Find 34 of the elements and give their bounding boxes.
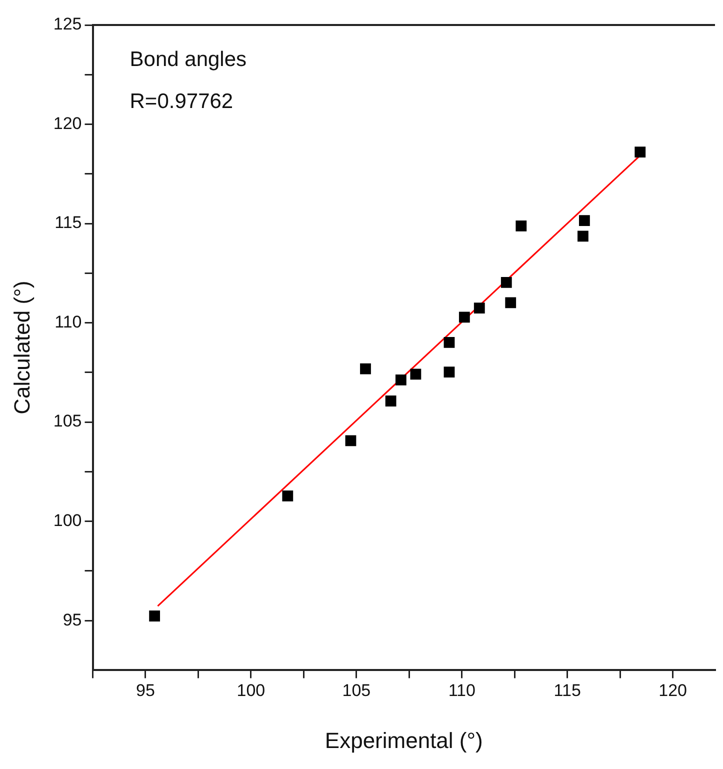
point [385,396,396,406]
y-tick-label: 100 [53,510,82,530]
point [634,146,646,158]
point [500,277,512,288]
y-tick-label: 110 [54,312,82,332]
x-tick-label: 115 [554,681,581,700]
x-tick-label: 100 [236,681,266,700]
point [516,220,527,232]
y-tick-label: 115 [54,213,82,232]
x-tick-label: 110 [448,681,476,700]
point [505,297,516,308]
point [345,435,356,446]
point [282,490,294,502]
x-tick-label: 120 [658,681,687,700]
annotation: Bond angles [130,48,247,71]
x-axis-title: Experimental (°) [324,728,483,753]
point [410,368,422,380]
y-tick-label: 105 [53,412,82,431]
point [360,363,371,374]
annotation: R=0.97762 [130,90,234,113]
point [474,302,485,314]
y-axis-title: Calculated (°) [9,280,34,414]
x-tick-label: 95 [136,681,155,700]
point [395,374,406,386]
point [149,610,160,622]
point [578,215,590,226]
point [578,230,588,242]
x-tick-label: 105 [342,681,371,700]
point [444,336,455,348]
y-tick-label: 120 [53,114,82,133]
point [458,312,470,323]
point [444,366,455,378]
y-tick-label: 125 [53,14,82,34]
y-tick-label: 95 [62,610,82,630]
